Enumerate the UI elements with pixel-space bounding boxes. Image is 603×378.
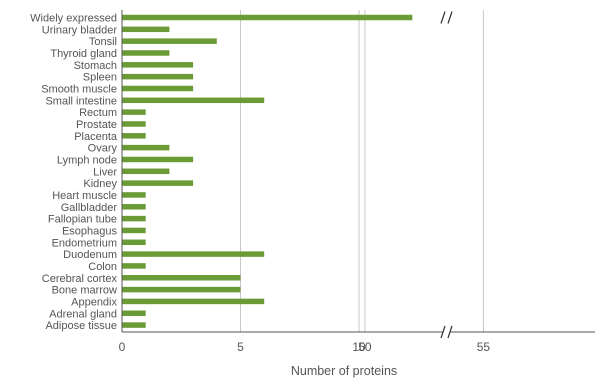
category-label: Ovary xyxy=(88,143,118,155)
category-label: Appendix xyxy=(71,296,117,308)
bar xyxy=(122,26,170,33)
bar xyxy=(122,38,217,44)
bars xyxy=(122,14,413,328)
break-slash xyxy=(440,11,446,24)
bar xyxy=(122,133,146,139)
category-label: Prostate xyxy=(76,119,117,131)
bar xyxy=(122,50,170,56)
bar xyxy=(122,251,265,257)
category-label: Small intestine xyxy=(45,95,117,107)
bar xyxy=(122,322,146,328)
x-tick-label: 50 xyxy=(358,340,372,354)
bar xyxy=(122,62,194,68)
category-label: Smooth muscle xyxy=(41,83,117,95)
bar xyxy=(122,14,413,21)
category-label: Duodenum xyxy=(63,249,117,261)
category-label: Thyroid gland xyxy=(50,48,117,60)
category-label: Kidney xyxy=(83,178,117,190)
category-label: Widely expressed xyxy=(30,13,117,25)
bar xyxy=(122,263,146,269)
category-label: Stomach xyxy=(74,60,117,72)
bar xyxy=(122,168,170,175)
x-tick-label: 55 xyxy=(477,340,491,354)
category-label: Tonsil xyxy=(89,36,117,48)
category-label: Cerebral cortex xyxy=(42,273,118,285)
bar xyxy=(122,310,146,316)
bar xyxy=(122,192,146,198)
category-label: Fallopian tube xyxy=(48,214,117,226)
category-label: Placenta xyxy=(74,131,118,143)
category-label: Colon xyxy=(88,261,117,273)
bar xyxy=(122,180,194,186)
break-slash xyxy=(440,325,446,339)
bar xyxy=(122,239,146,246)
category-label: Liver xyxy=(93,166,117,178)
category-label: Heart muscle xyxy=(52,190,117,202)
break-slash xyxy=(447,11,453,24)
bar xyxy=(122,109,146,115)
bar xyxy=(122,85,194,92)
category-label: Adipose tissue xyxy=(45,320,117,332)
axis-break-marks xyxy=(440,10,453,339)
x-tick-label: 5 xyxy=(237,340,244,354)
x-tick-label: 0 xyxy=(119,340,126,354)
category-label: Lymph node xyxy=(57,154,117,166)
break-gap xyxy=(443,325,450,339)
category-label: Rectum xyxy=(79,107,117,119)
bar xyxy=(122,275,241,281)
bar xyxy=(122,156,194,163)
break-slash xyxy=(447,325,453,339)
bar xyxy=(122,215,146,222)
bar xyxy=(122,227,146,234)
bar xyxy=(122,97,265,104)
category-label: Bone marrow xyxy=(52,285,117,297)
break-gap xyxy=(443,10,450,25)
category-label: Adrenal gland xyxy=(49,308,117,320)
bar xyxy=(122,144,170,151)
bar xyxy=(122,204,146,210)
bar xyxy=(122,298,265,305)
bar xyxy=(122,73,194,80)
grid-lines xyxy=(240,10,484,332)
bar xyxy=(122,286,241,293)
category-label: Urinary bladder xyxy=(42,24,118,36)
category-label: Esophagus xyxy=(62,225,118,237)
x-axis-title: Number of proteins xyxy=(291,364,397,378)
bar xyxy=(122,121,146,127)
category-label: Endometrium xyxy=(52,237,117,249)
x-tick-label: 10 xyxy=(352,340,366,354)
category-label: Gallbladder xyxy=(61,202,118,214)
category-label: Spleen xyxy=(83,72,117,84)
